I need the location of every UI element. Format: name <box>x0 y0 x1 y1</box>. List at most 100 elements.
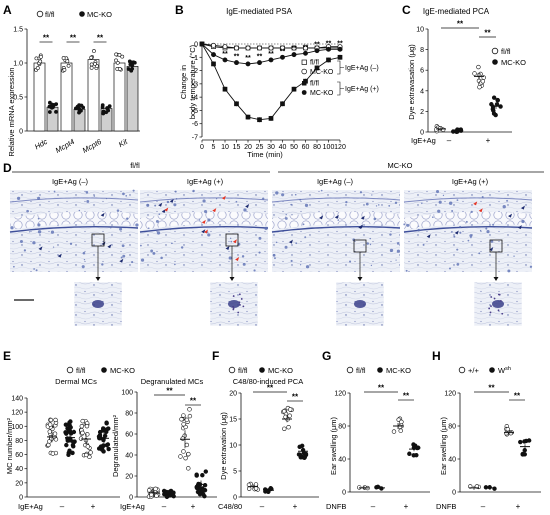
panel-a-bar-flfl <box>33 62 46 132</box>
micrograph-cell <box>37 230 42 234</box>
micrograph-cell <box>502 205 506 209</box>
micrograph-cell <box>285 213 287 216</box>
panel-a-bars: ** ** ** <box>33 34 139 132</box>
panel-a-ytick-label: 1.5 <box>13 27 23 34</box>
panel-f-ytick-label: 15 <box>229 417 237 424</box>
micrograph-cell <box>389 233 392 236</box>
legend-f-mc-marker <box>259 367 265 373</box>
panel-e-left-ko-point <box>67 448 72 453</box>
panel-e-xlabel-right: IgE+Ag <box>120 502 145 511</box>
legend-b-fl-neg: fl/fl <box>310 60 319 67</box>
panel-b-mcko-neg-point <box>234 45 239 51</box>
micrograph-cell <box>442 194 445 197</box>
panel-e-left-ytick-label: 140 <box>11 396 23 403</box>
micrograph-cell <box>275 191 279 195</box>
panel-a-flfl-point <box>89 62 94 67</box>
micrograph-cell <box>156 231 161 235</box>
panel-a-gene-label: Mcpt4 <box>54 137 76 155</box>
panel-f-ctrl-point <box>282 426 287 431</box>
panel-b-sig-label: ** <box>280 48 286 55</box>
panel-d-pos-ko: IgE+Ag (+) <box>452 177 489 186</box>
arrow-down-icon <box>95 277 101 281</box>
panel-b-mcko-pos-point <box>245 61 251 67</box>
micrograph-cell <box>258 236 262 240</box>
panel-e-right-ytick-label: 80 <box>125 411 133 418</box>
panel-e-left-ctrl-point <box>87 454 92 460</box>
micrograph-fat-band <box>10 211 138 230</box>
panel-b-xtick-label: 5 <box>212 144 216 151</box>
micrograph-cell <box>369 243 372 246</box>
panel-f-ctrl-point <box>246 486 252 491</box>
micrograph-cell <box>406 223 410 227</box>
panel-g-ytick-label: 40 <box>338 457 346 464</box>
panel-e-left-ctrl-point <box>48 417 54 423</box>
zoom-granule <box>232 305 235 308</box>
panel-e-right-ctrl-point <box>181 422 186 427</box>
panel-b-mcko-neg-point <box>291 45 297 51</box>
panel-b-xtick-label: 20 <box>244 144 252 151</box>
zoom-granule <box>489 311 492 314</box>
panel-c-title: IgE-mediated PCA <box>423 7 490 16</box>
micrograph-cell <box>28 231 31 233</box>
panel-c-ytick-label: 2 <box>420 109 424 116</box>
panel-a-mcko-point <box>79 103 84 108</box>
panel-e-right-ytick-label: 20 <box>125 474 133 481</box>
panel-e-title-left: Dermal MCs <box>55 377 97 386</box>
panel-e-left-ctrl-point <box>80 418 85 424</box>
panel-e-right-ctrl-point <box>187 407 192 412</box>
panel-b-ytick-label: 0 <box>194 42 198 49</box>
micrograph-cell <box>203 209 208 214</box>
panel-g-ctrl-point <box>397 424 403 429</box>
panel-e-left-ctrl-point <box>53 417 58 423</box>
panel-f-scatter: fl/fl MC-KO C48/80-induced PCA Dye extra… <box>218 366 319 511</box>
panel-h-ko-point <box>518 439 523 445</box>
micrograph-cell <box>19 240 23 244</box>
micrograph-cell <box>78 209 81 212</box>
panel-e-right-ko-point <box>164 494 170 499</box>
micrograph-cell <box>154 204 157 207</box>
panel-e-left-ko-point <box>96 446 102 451</box>
micrograph-cell <box>229 237 232 239</box>
panel-e-right-ctrl-point <box>146 488 152 493</box>
micrograph-cell <box>418 225 420 227</box>
panel-f-minus: – <box>260 502 265 511</box>
panel-a-flfl-point <box>114 52 119 57</box>
micrograph-cell <box>395 259 397 261</box>
navy-arrow-icon <box>169 198 174 203</box>
panel-c-ytick-label: 0 <box>420 130 424 137</box>
panel-f-ylabel: Dye extravation (μg) <box>219 412 228 480</box>
panel-e-left-ctrl-point <box>85 432 90 437</box>
panel-a-ytick-label: 0.5 <box>13 95 23 102</box>
micrograph-cell <box>241 255 245 258</box>
micrograph-cell <box>453 235 456 238</box>
zoom-granule <box>499 299 502 302</box>
micrograph-cell <box>370 264 373 267</box>
micrograph-cell <box>295 242 298 245</box>
micrograph-cell <box>120 256 123 259</box>
panel-b-xtick-label: 25 <box>256 144 264 151</box>
panel-a-bar-mcko <box>126 66 139 132</box>
micrograph-cell <box>272 253 276 257</box>
legend-b-fl-pos-marker <box>302 81 307 86</box>
panel-a-flfl-point <box>92 49 96 53</box>
panel-c-ytick-label: 8 <box>420 47 424 54</box>
panel-e-right-ytick-label: 40 <box>125 453 133 460</box>
legend-e-fl-marker <box>66 366 74 374</box>
panel-c-ctrl-point <box>434 127 439 132</box>
panel-g-minus: – <box>371 502 376 511</box>
micrograph-cell <box>132 189 135 192</box>
red-arrow-icon <box>164 207 169 212</box>
zoom-mast-cell <box>228 300 240 308</box>
micrograph-cell <box>529 265 533 268</box>
micrograph-cell <box>302 223 305 226</box>
panel-d-histology: fl/fl MC-KO IgE+Ag (–) IgE+Ag (+) IgE+Ag… <box>9 161 544 327</box>
panel-a-mcko-point <box>130 63 135 68</box>
legend-e-mc-marker <box>101 367 107 373</box>
micrograph-cell <box>436 190 440 194</box>
panel-e-left-ctrl-point <box>48 422 53 427</box>
panel-a-sig-label: ** <box>43 34 50 43</box>
legend-b-mc-pos: MC-KO <box>310 90 334 97</box>
navy-arrow-icon <box>520 205 525 210</box>
panel-a-gene-labels: Hdc Mcpt4 Mcpt6 Kit <box>33 136 130 154</box>
panel-c-sig-label: ** <box>457 20 464 29</box>
